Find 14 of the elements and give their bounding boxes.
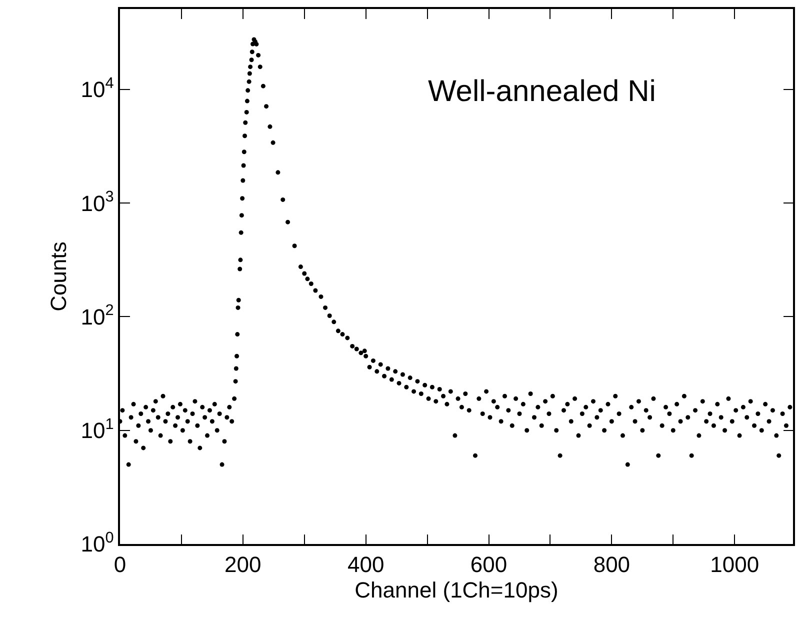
y-tick-label: 10$^{1}$	[80, 416, 114, 444]
x-tick-label: 1000	[710, 552, 760, 578]
y-axis-title: Counts	[46, 242, 72, 312]
y-tick-label: 10$^{3}$	[80, 188, 114, 216]
x-tick-label: 600	[470, 552, 508, 578]
y-tick-label: 10$^{2}$	[80, 302, 114, 330]
x-tick-label: 800	[593, 552, 630, 578]
x-tick-label: 400	[347, 552, 384, 578]
x-tick-label: 200	[224, 552, 262, 578]
y-tick-label: 10$^{4}$	[80, 74, 114, 102]
x-tick-label: 0	[114, 552, 126, 578]
annotation: Well-annealed Ni	[428, 75, 656, 108]
x-axis-title: Channel (1Ch=10ps)	[354, 578, 558, 603]
y-tick-label: 10$^{0}$	[80, 529, 114, 557]
